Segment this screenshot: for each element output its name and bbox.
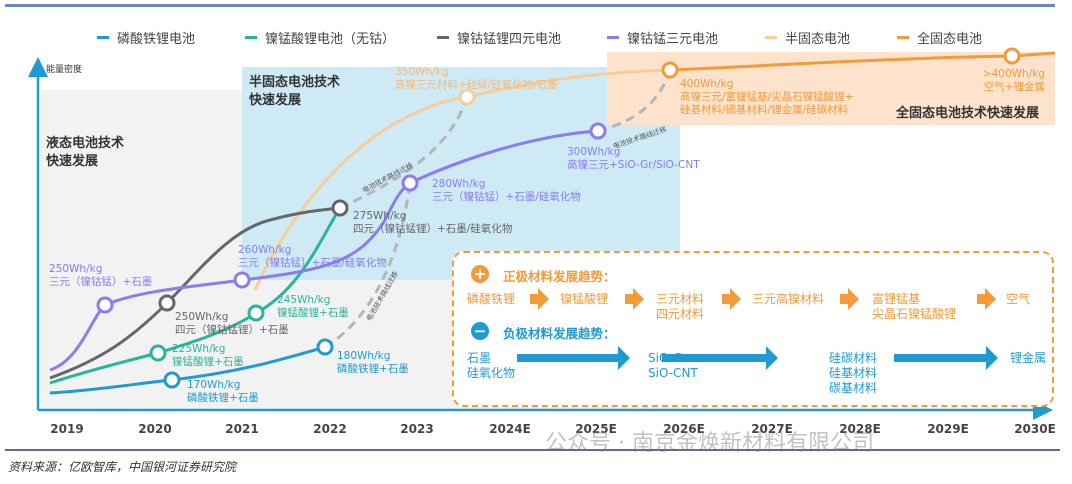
semi-solid-region-title: 半固态电池技术 快速发展 xyxy=(249,75,341,108)
node-lfp-2020 xyxy=(163,371,181,389)
legend-label: 半固态电池 xyxy=(785,32,851,47)
cathode-step: 镍锰酸锂 xyxy=(560,292,609,306)
node-ternary-2019 xyxy=(96,296,114,314)
migration-dash xyxy=(339,96,469,210)
x-tick-label: 2025E xyxy=(575,422,617,436)
x-tick-label: 2024E xyxy=(489,422,531,436)
anode-step: 石墨 硅氧化物 xyxy=(467,351,516,380)
node-lmfp-2021 xyxy=(247,304,265,322)
minus-icon: − xyxy=(471,322,489,340)
curve-quaternary xyxy=(49,206,341,380)
arrow-right-icon xyxy=(662,346,778,370)
legend-label: 全固态电池 xyxy=(917,32,983,47)
bottom-rule xyxy=(5,449,1060,451)
node-label: 260Wh/kg 三元（镍钴锰）+石墨/硅氧化物 xyxy=(238,244,387,269)
curve-all-solid xyxy=(669,51,1056,72)
anode-step: 硅碳材料 硅基材料 碳基材料 xyxy=(829,351,878,395)
cathode-step: 三元高镍材料 xyxy=(752,292,825,306)
x-tick-label: 2028E xyxy=(839,422,881,436)
all-solid-region xyxy=(607,52,1055,125)
x-tick-label: 2026E xyxy=(663,422,705,436)
x-tick-label: 2029E xyxy=(927,422,969,436)
anode-step: SiO-Gr SiO-CNT xyxy=(648,351,698,380)
cathode-step: 富锂锰基 尖晶石镍锰酸锂 xyxy=(872,292,957,321)
legend-label: 镍锰酸锂电池（无钴） xyxy=(265,32,396,47)
curve-lmfp xyxy=(49,207,342,385)
anode-trend-title: 负极材料发展趋势： xyxy=(503,326,616,341)
x-tick-label: 2030E xyxy=(1014,422,1056,436)
node-label: 350Wh/kg 高镍三元材料+硅碳/硅氧化物/石墨 xyxy=(395,66,558,91)
legend-item-semi-solid: 半固态电池 xyxy=(765,28,850,47)
arrow-right-icon xyxy=(517,346,630,370)
node-label: 400Wh/kg 高镍三元/富锂锰基/尖晶石镍锰酸锂+ 硅基材料/碳基材料/锂金属… xyxy=(680,78,854,116)
arrow-right-icon xyxy=(625,288,644,310)
migration-dash xyxy=(324,182,412,349)
node-all-solid-2026 xyxy=(661,61,679,79)
x-tick-label: 2019 xyxy=(50,422,84,436)
x-tick-label: 2022 xyxy=(313,422,347,436)
node-label: 280Wh/kg 三元（镍钴锰）+石墨/硅氧化物 xyxy=(432,178,581,203)
cathode-step: 磷酸铁锂 xyxy=(467,292,516,306)
cathode-step: 空气 xyxy=(1006,292,1031,306)
node-semi-solid xyxy=(458,88,476,106)
legend-item-lfp: 磷酸铁锂电池 xyxy=(97,28,195,47)
legend-item-lmfp: 镍锰酸锂电池（无钴） xyxy=(245,28,395,47)
node-all-solid-2030 xyxy=(1003,47,1021,65)
materials-trend-box xyxy=(452,251,1054,407)
node-label: 275Wh/kg 四元（镍钴锰锂）+石墨/硅氧化物 xyxy=(353,210,513,235)
plus-icon: + xyxy=(471,265,489,283)
node-label: 300Wh/kg 高镍三元+SiO-Gr/SiO-CNT xyxy=(567,146,700,171)
y-axis-label: 能量密度 xyxy=(46,65,83,75)
arrow-right-icon xyxy=(840,288,859,310)
node-label: 245Wh/kg 镍锰酸锂+石墨 xyxy=(277,294,349,319)
node-lfp-2022 xyxy=(316,338,334,356)
x-tick-label: 2020 xyxy=(138,422,172,436)
node-ternary-2021 xyxy=(233,271,251,289)
arrow-right-icon xyxy=(722,288,741,310)
cathode-step: 三元材料 四元材料 xyxy=(656,292,705,321)
node-label: 250Wh/kg 四元（镍钴锰锂）+石墨 xyxy=(175,311,289,336)
legend-label: 磷酸铁锂电池 xyxy=(117,32,196,47)
anode-step: 锂金属 xyxy=(1010,351,1047,365)
legend-label: 镍钴锰三元电池 xyxy=(627,32,719,47)
node-label: 170Wh/kg 磷酸铁锂+石墨 xyxy=(187,379,259,404)
node-quaternary-2020 xyxy=(158,294,176,312)
cathode-trend-title: 正极材料发展趋势： xyxy=(503,269,616,284)
node-ternary-2023 xyxy=(401,174,419,192)
node-quaternary-2022 xyxy=(331,199,349,217)
legend-item-all-solid: 全固态电池 xyxy=(897,28,982,47)
node-label: 250Wh/kg 三元（镍钴锰）+石墨 xyxy=(49,263,153,288)
arrow-right-icon xyxy=(530,288,549,310)
node-lmfp-2020 xyxy=(149,344,167,362)
all-solid-region-title: 全固态电池技术快速发展 xyxy=(896,106,1040,121)
x-tick-label: 2027E xyxy=(751,422,793,436)
legend-label: 镍钴锰锂四元电池 xyxy=(457,32,562,47)
arrow-right-icon xyxy=(977,288,996,310)
x-tick-label: 2023 xyxy=(400,422,434,436)
source-note: 资料来源：亿欧智库，中国银河证券研究院 xyxy=(8,460,237,474)
node-label: >400Wh/kg 空气+锂金属 xyxy=(982,68,1045,93)
node-label: 180Wh/kg 磷酸铁锂+石墨 xyxy=(337,350,409,375)
liquid-region-title: 液态电池技术 快速发展 xyxy=(46,136,125,169)
top-rule xyxy=(5,4,1055,7)
arrow-right-icon xyxy=(894,346,998,370)
node-ternary-2025 xyxy=(589,122,607,140)
legend-item-quaternary: 镍钴锰锂四元电池 xyxy=(437,28,561,47)
node-label: 225Wh/kg 镍锰酸锂+石墨 xyxy=(172,343,244,368)
watermark: 公众号 · 南京金焕新材料有限公司 xyxy=(545,431,874,456)
migration-dash xyxy=(597,69,672,133)
legend-item-ternary: 镍钴锰三元电池 xyxy=(607,28,718,47)
x-tick-label: 2021 xyxy=(225,422,259,436)
